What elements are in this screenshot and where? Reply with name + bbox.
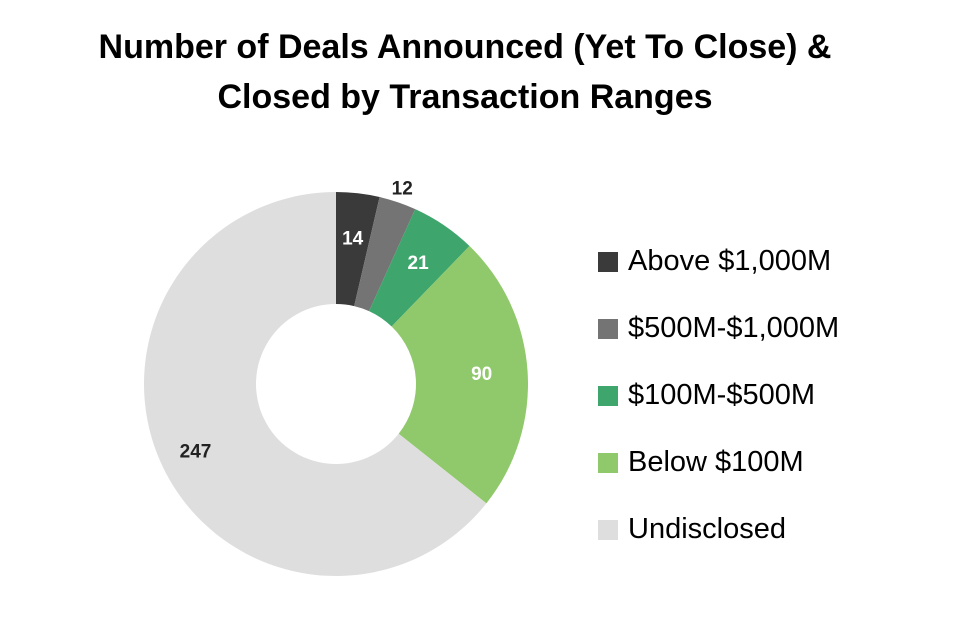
legend-item-below-100m: Below $100M xyxy=(598,429,839,496)
legend-item-100m-500m: $100M-$500M xyxy=(598,362,839,429)
slice-below-100m xyxy=(391,246,528,504)
data-label-100m-500m: 21 xyxy=(408,253,430,274)
data-label-above-1-000m: 14 xyxy=(342,228,364,249)
legend-label: Undisclosed xyxy=(628,513,786,545)
legend-item-undisclosed: Undisclosed xyxy=(598,496,839,563)
legend-swatch xyxy=(598,519,618,540)
slice-above-1-000m xyxy=(336,192,380,307)
legend-swatch xyxy=(598,318,618,339)
chart-title-line-2: Closed by Transaction Ranges xyxy=(217,78,713,116)
legend-label: $100M-$500M xyxy=(628,379,815,411)
legend-label: Above $1,000M xyxy=(628,245,832,277)
data-label-below-100m: 90 xyxy=(471,364,492,385)
legend-item-above-1-000m: Above $1,000M xyxy=(598,228,839,295)
legend-swatch xyxy=(598,251,618,272)
legend-swatch xyxy=(598,385,618,406)
slice-100m-500m xyxy=(369,209,470,327)
slice-undisclosed xyxy=(144,192,487,576)
data-label-500m-1-000m: 12 xyxy=(392,178,413,199)
chart-title-line-1: Number of Deals Announced (Yet To Close)… xyxy=(98,28,832,66)
slice-500m-1-000m xyxy=(354,197,416,312)
donut-chart: 14 12 21 90 247 xyxy=(144,178,528,576)
data-label-undisclosed: 247 xyxy=(180,441,212,462)
chart-title: Number of Deals Announced (Yet To Close)… xyxy=(0,22,930,122)
legend-label: Below $100M xyxy=(628,446,804,478)
legend-item-500m-1-000m: $500M-$1,000M xyxy=(598,295,839,362)
legend-swatch xyxy=(598,452,618,473)
legend-label: $500M-$1,000M xyxy=(628,312,840,344)
chart-legend: Above $1,000M $500M-$1,000M $100M-$500M Bel… xyxy=(598,228,839,563)
